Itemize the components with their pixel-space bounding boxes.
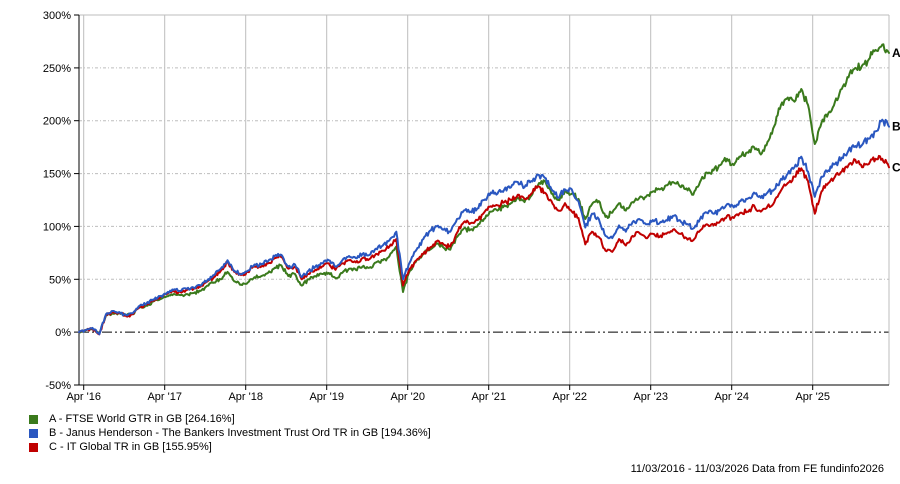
- x-axis-label: Apr '20: [390, 391, 425, 403]
- legend-marker-a-icon: [29, 414, 38, 424]
- series-line-b: [78, 118, 890, 336]
- series-end-label-c: C: [892, 160, 900, 174]
- series-line-a: [78, 43, 890, 335]
- legend-item-a: A - FTSE World GTR in GB [264.16%]: [29, 413, 431, 425]
- x-axis-label: Apr '21: [471, 391, 506, 403]
- y-axis-label: -50%: [45, 380, 71, 392]
- chart-footer-source: 11/03/2016 - 11/03/2026 Data from FE fun…: [630, 463, 884, 475]
- y-axis-label: 100%: [43, 221, 71, 233]
- x-axis-label: Apr '22: [552, 391, 587, 403]
- x-axis-label: Apr '17: [147, 391, 182, 403]
- chart-legend: A - FTSE World GTR in GB [264.16%] B - J…: [29, 413, 431, 453]
- x-axis-label: Apr '19: [309, 391, 344, 403]
- series-end-label-b: B: [892, 120, 900, 134]
- y-axis-label: 200%: [43, 116, 71, 128]
- series-line-c: [78, 154, 890, 336]
- series-end-label-a: A: [892, 46, 900, 60]
- legend-marker-c-icon: [29, 442, 38, 452]
- legend-label-c: C - IT Global TR in GB [155.95%]: [49, 441, 212, 453]
- legend-marker-b-icon: [29, 428, 38, 438]
- x-axis-label: Apr '24: [714, 391, 749, 403]
- y-axis-label: 250%: [43, 63, 71, 75]
- legend-label-a: A - FTSE World GTR in GB [264.16%]: [49, 413, 235, 425]
- y-axis-label: 0%: [55, 327, 71, 339]
- legend-item-b: B - Janus Henderson - The Bankers Invest…: [29, 427, 431, 439]
- legend-item-c: C - IT Global TR in GB [155.95%]: [29, 441, 431, 453]
- y-axis-label: 50%: [49, 274, 71, 286]
- y-axis-label: 300%: [43, 10, 71, 22]
- y-axis-label: 150%: [43, 169, 71, 181]
- x-axis-label: Apr '18: [228, 391, 263, 403]
- x-axis-label: Apr '25: [795, 391, 830, 403]
- x-axis-label: Apr '16: [66, 391, 101, 403]
- legend-label-b: B - Janus Henderson - The Bankers Invest…: [49, 427, 431, 439]
- x-axis-label: Apr '23: [633, 391, 668, 403]
